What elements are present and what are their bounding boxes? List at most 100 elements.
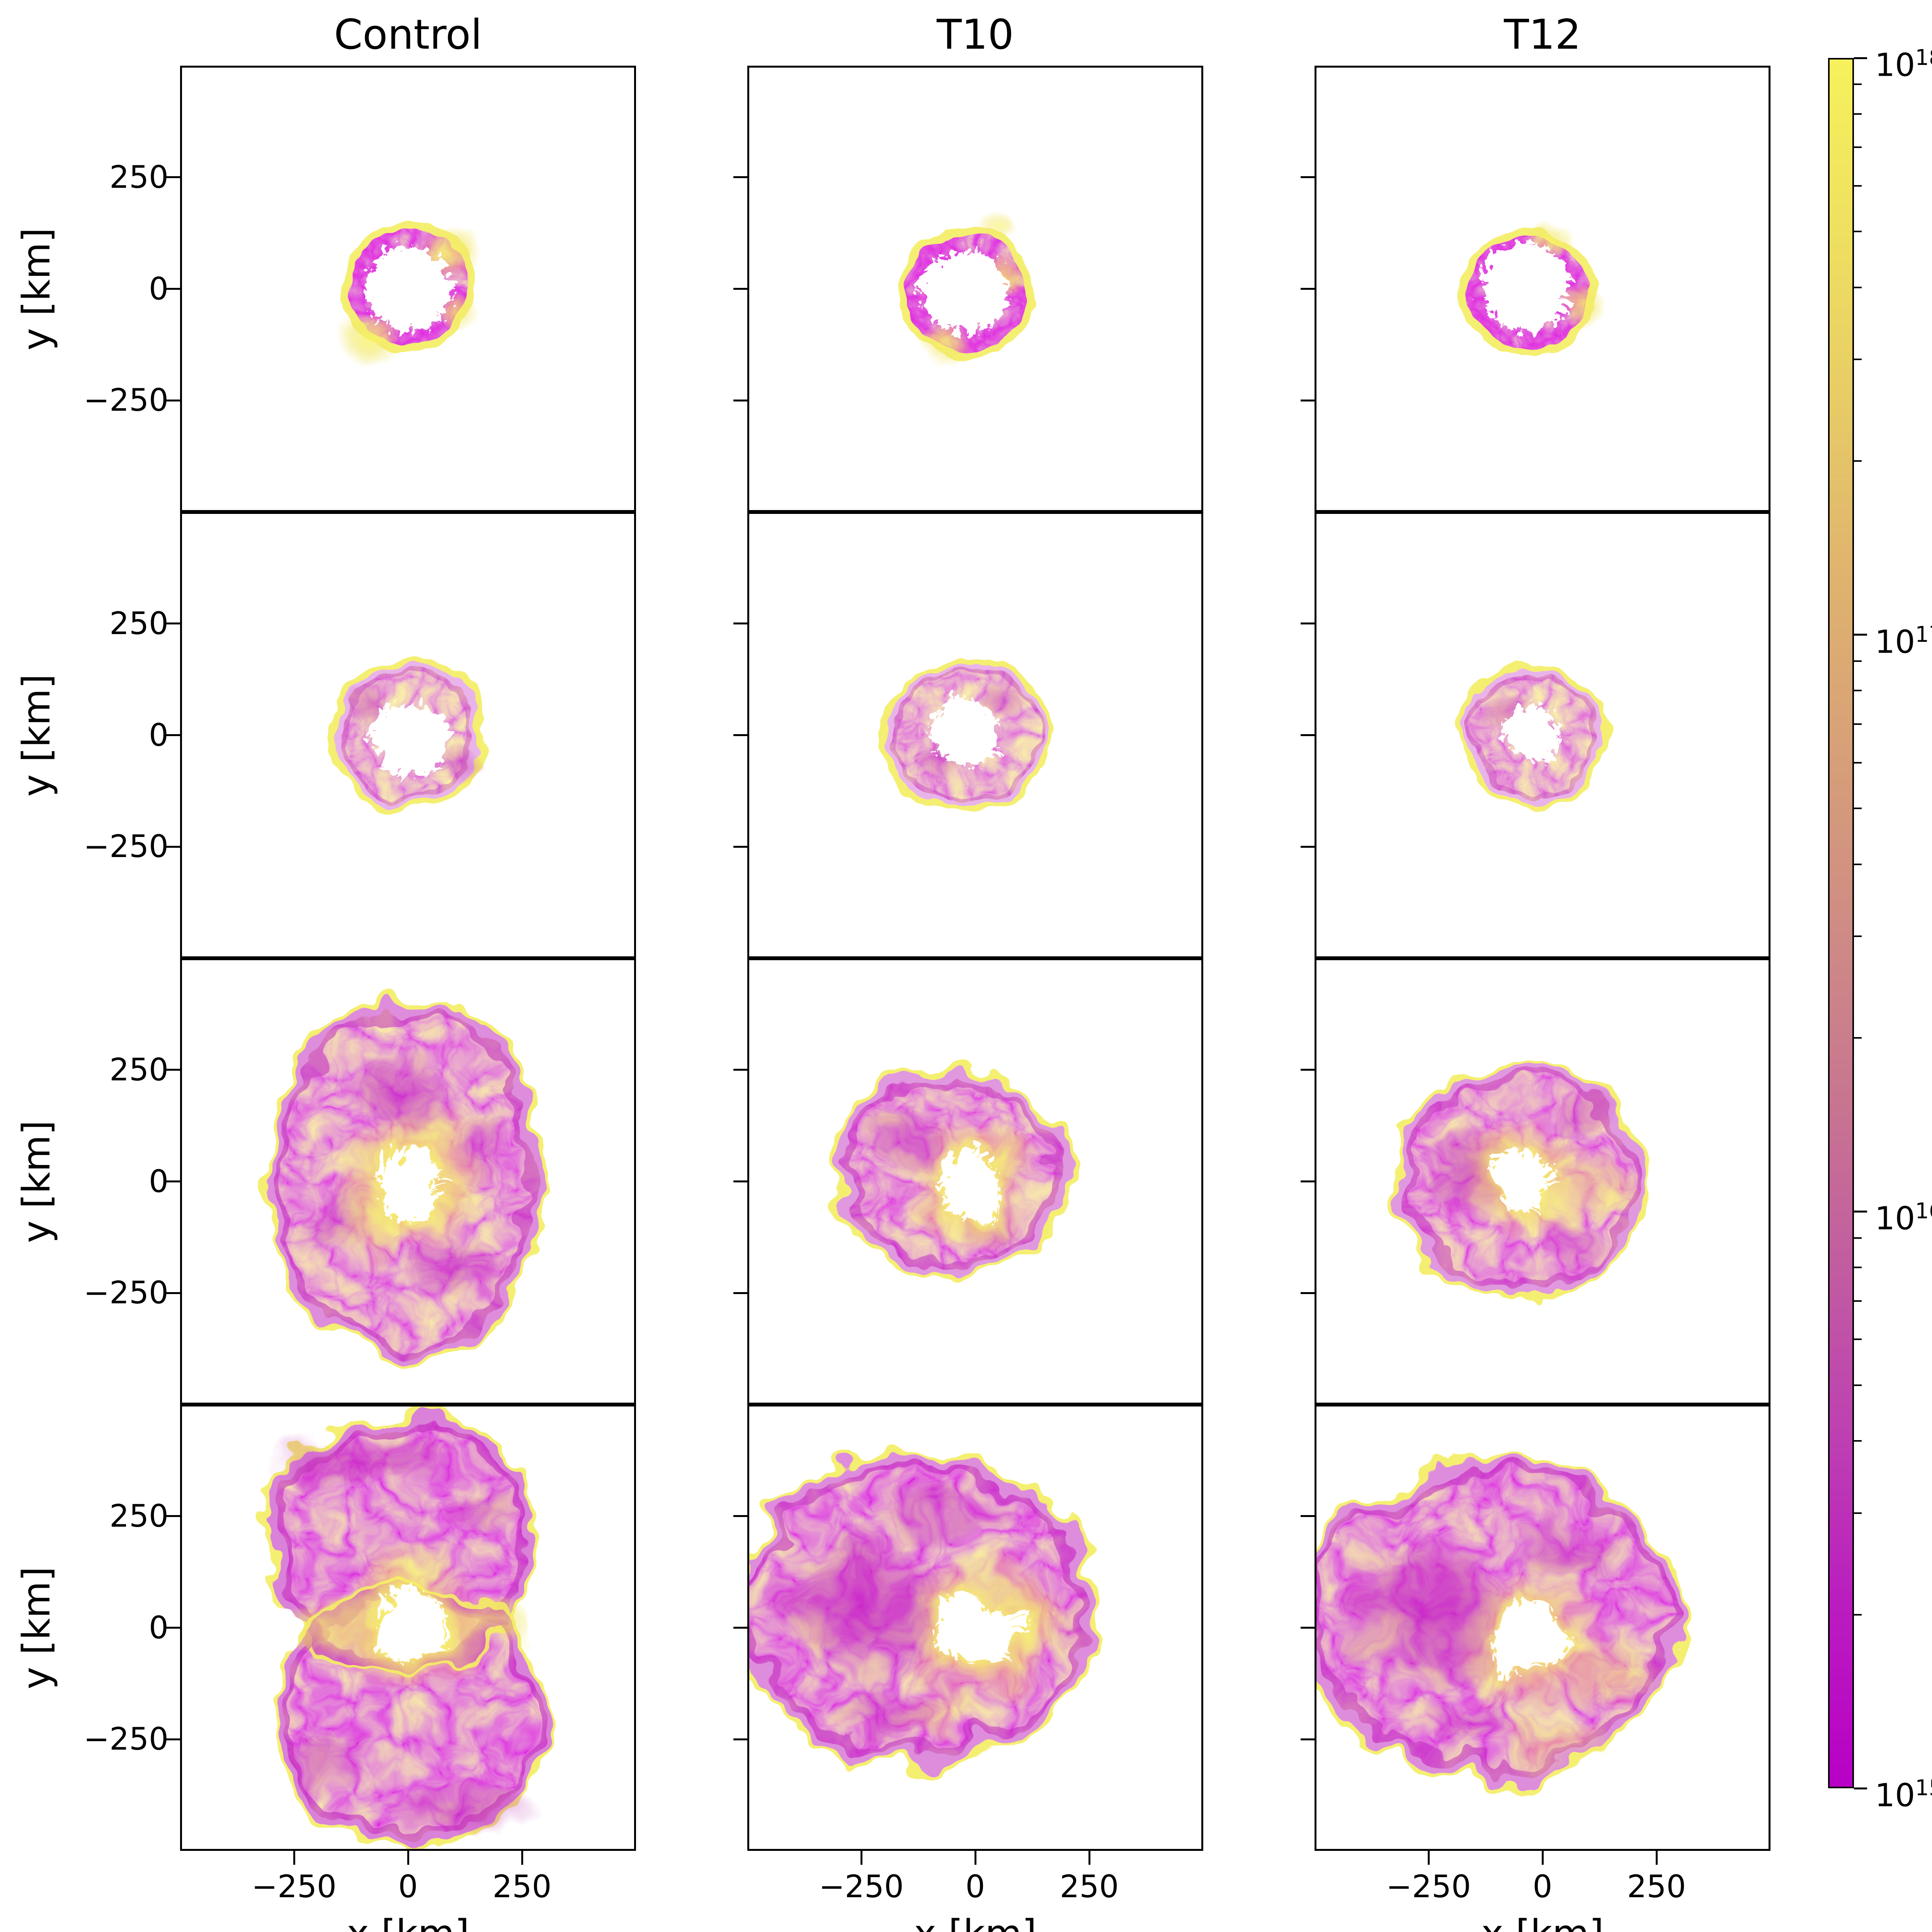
colorbar-minor-tick bbox=[1854, 231, 1862, 233]
colorbar-tick-base: 10 bbox=[1875, 47, 1915, 84]
x-tick-label: −250 bbox=[252, 1869, 337, 1905]
y-tick-mark bbox=[733, 399, 747, 401]
colorbar-minor-tick bbox=[1854, 1512, 1862, 1514]
y-axis-label: y [km] bbox=[15, 1566, 59, 1689]
y-tick-mark bbox=[733, 176, 747, 179]
turbulence-map-row0-col0 bbox=[335, 222, 481, 369]
panel-row2-col1 bbox=[747, 958, 1203, 1405]
colorbar-tick-label: 1016 bbox=[1875, 1190, 1932, 1240]
colorbar-minor-tick bbox=[1854, 359, 1862, 361]
x-tick-label: −250 bbox=[819, 1869, 904, 1905]
x-tick-mark bbox=[860, 1851, 862, 1865]
y-tick-mark bbox=[166, 288, 180, 290]
column-title-control: Control bbox=[334, 11, 482, 58]
colorbar-minor-tick bbox=[1854, 1384, 1862, 1386]
y-tick-label: 250 bbox=[109, 1051, 168, 1088]
y-tick-mark bbox=[166, 622, 180, 625]
panel-row0-col1 bbox=[747, 66, 1203, 512]
colorbar-minor-tick bbox=[1854, 286, 1862, 288]
y-axis-label: y [km] bbox=[15, 673, 59, 797]
y-tick-mark bbox=[1301, 622, 1315, 625]
colorbar-tick-exp: 16 bbox=[1915, 1199, 1932, 1224]
x-tick-label: 250 bbox=[492, 1869, 552, 1905]
y-tick-label: −250 bbox=[83, 382, 168, 418]
colorbar-major-tick bbox=[1854, 1210, 1867, 1213]
colorbar-minor-tick bbox=[1854, 1300, 1862, 1302]
colorbar-minor-tick bbox=[1854, 808, 1862, 809]
turbulence-map-row2-col2 bbox=[1391, 1064, 1651, 1299]
x-tick-label: 250 bbox=[1627, 1869, 1686, 1905]
colorbar-tick-label: 1015 bbox=[1875, 1767, 1932, 1817]
x-tick-mark bbox=[1655, 1851, 1658, 1865]
colorbar-minor-tick bbox=[1854, 863, 1862, 865]
colorbar-tick-exp: 17 bbox=[1915, 622, 1932, 647]
colorbar-tick-label: 1017 bbox=[1875, 614, 1932, 663]
colorbar-major-tick bbox=[1854, 634, 1867, 636]
y-tick-mark bbox=[166, 845, 180, 848]
colorbar-tick-base: 10 bbox=[1875, 1200, 1915, 1237]
y-tick-mark bbox=[733, 1738, 747, 1740]
colorbar-major-tick bbox=[1854, 1787, 1867, 1789]
colorbar-tick-exp: 18 bbox=[1915, 45, 1932, 70]
y-tick-mark bbox=[733, 1292, 747, 1294]
panel-row3-col1 bbox=[747, 1405, 1203, 1851]
colorbar-tick-base: 10 bbox=[1875, 623, 1915, 660]
y-tick-mark bbox=[1301, 176, 1315, 179]
y-tick-mark bbox=[1301, 1515, 1315, 1517]
column-title-t10: T10 bbox=[937, 11, 1014, 58]
panel-row1-col0 bbox=[180, 512, 636, 958]
x-tick-mark bbox=[1427, 1851, 1430, 1865]
y-tick-label: 0 bbox=[149, 1609, 168, 1646]
y-tick-mark bbox=[166, 1292, 180, 1294]
turbulence-map-row1-col1 bbox=[880, 658, 1051, 811]
y-tick-label: 0 bbox=[149, 270, 168, 307]
panel-row1-col1 bbox=[747, 512, 1203, 958]
colorbar-minor-tick bbox=[1854, 762, 1862, 764]
y-axis-label: y [km] bbox=[15, 1120, 59, 1243]
colorbar-major-tick bbox=[1854, 57, 1867, 59]
colorbar-minor-tick bbox=[1854, 146, 1862, 148]
panel-row0-col2 bbox=[1315, 66, 1770, 512]
x-tick-label: 0 bbox=[1532, 1869, 1553, 1905]
colorbar-minor-tick bbox=[1854, 690, 1862, 692]
y-tick-label: 0 bbox=[149, 717, 168, 753]
x-axis-label: x [km] bbox=[914, 1913, 1037, 1932]
colorbar-minor-tick bbox=[1854, 1266, 1862, 1268]
panel-row1-col2 bbox=[1315, 512, 1770, 958]
turbulence-map-row1-col2 bbox=[1460, 664, 1607, 806]
y-tick-mark bbox=[1301, 399, 1315, 401]
y-tick-label: −250 bbox=[83, 1275, 168, 1311]
panel-row2-col2 bbox=[1315, 958, 1770, 1405]
x-tick-label: 0 bbox=[398, 1869, 418, 1905]
y-tick-mark bbox=[1301, 845, 1315, 848]
y-tick-mark bbox=[733, 288, 747, 290]
colorbar-minor-tick bbox=[1854, 935, 1862, 937]
column-title-t12: T12 bbox=[1504, 11, 1581, 58]
colorbar-minor-tick bbox=[1854, 185, 1862, 187]
colorbar-minor-tick bbox=[1854, 83, 1862, 85]
y-tick-label: 250 bbox=[109, 159, 168, 195]
colorbar-minor-tick bbox=[1854, 1237, 1862, 1239]
y-tick-mark bbox=[1301, 1292, 1315, 1294]
turbulence-map-row0-col2 bbox=[1459, 220, 1604, 357]
y-tick-mark bbox=[733, 1069, 747, 1071]
y-tick-label: 250 bbox=[109, 1498, 168, 1534]
x-tick-mark bbox=[521, 1851, 523, 1865]
y-tick-mark bbox=[733, 734, 747, 736]
x-tick-label: 250 bbox=[1060, 1869, 1119, 1905]
y-tick-label: −250 bbox=[83, 1721, 168, 1757]
y-tick-label: −250 bbox=[83, 828, 168, 865]
y-tick-mark bbox=[1301, 1738, 1315, 1740]
colorbar bbox=[1828, 58, 1854, 1788]
y-tick-mark bbox=[166, 1180, 180, 1182]
y-tick-mark bbox=[166, 1069, 180, 1071]
x-tick-mark bbox=[1541, 1851, 1544, 1865]
y-tick-mark bbox=[1301, 1069, 1315, 1071]
y-tick-mark bbox=[733, 1627, 747, 1629]
x-axis-label: x [km] bbox=[347, 1913, 469, 1932]
y-tick-mark bbox=[1301, 288, 1315, 290]
colorbar-tick-base: 10 bbox=[1875, 1777, 1915, 1814]
colorbar-minor-tick bbox=[1854, 660, 1862, 662]
turbulence-map-row2-col0 bbox=[265, 996, 546, 1362]
